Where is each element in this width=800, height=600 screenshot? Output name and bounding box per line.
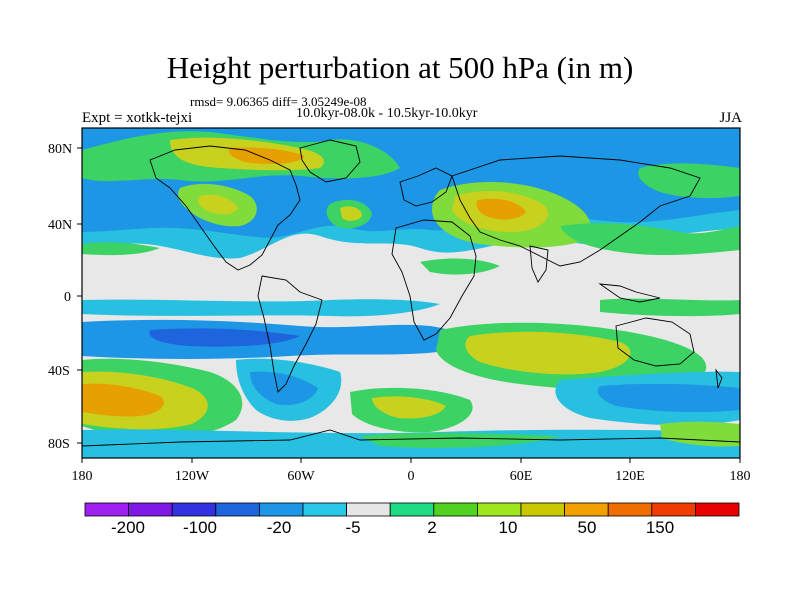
africa-outline <box>391 219 477 341</box>
contour-nepacific-green <box>638 163 740 199</box>
contour-field <box>82 128 740 458</box>
north-america-outline <box>149 145 301 271</box>
colorbar-swatch <box>346 502 391 517</box>
europe-outline <box>399 167 453 207</box>
colorbar-label: 150 <box>646 518 674 537</box>
colorbar-swatch <box>607 502 653 517</box>
colorbar-label: 2 <box>427 518 436 537</box>
contour-antarctic-green <box>360 432 560 448</box>
contour-npacific-yellow <box>198 194 238 215</box>
season-label: JJA <box>719 110 742 126</box>
colorbar <box>84 502 740 517</box>
contour-trop-green-africa <box>420 258 500 275</box>
colorbar-labels: -200 -100 -20 -5 2 10 50 150 <box>111 518 674 537</box>
contour-antarctic-east-green <box>660 421 740 447</box>
colorbar-label: 10 <box>499 518 518 537</box>
lon-label: 120W <box>175 469 210 484</box>
india-outline <box>529 245 549 283</box>
colorbar-swatch <box>433 502 478 517</box>
contour-trop-green-e <box>600 298 740 317</box>
contour-trop-green-w <box>82 242 160 256</box>
lon-label: 180 <box>72 469 93 484</box>
contour-eurasia-orange <box>476 198 526 220</box>
asia-outline <box>451 155 701 267</box>
lon-label: 180 <box>730 469 751 484</box>
colorbar-label: -100 <box>183 518 217 537</box>
indonesia-outline <box>598 283 661 303</box>
greenland-outline <box>299 139 361 183</box>
colorbar-swatch <box>128 502 173 517</box>
colorbar-swatch <box>302 502 347 517</box>
colorbar-swatch <box>389 502 435 517</box>
colorbar-label: -20 <box>267 518 292 537</box>
contour-sindian-yellow <box>465 331 631 375</box>
antarctica-outline <box>82 429 740 447</box>
lat-label: 80N <box>48 142 72 157</box>
colorbar-swatch <box>564 502 609 517</box>
colorbar-label: 50 <box>578 518 597 537</box>
south-america-outline <box>257 275 323 393</box>
axis-ticks <box>77 147 741 463</box>
contour-saustralia-blue <box>597 383 740 413</box>
latitude-labels: 80N 40N 0 40S 80S <box>48 142 72 452</box>
colorbar-swatch <box>476 502 522 517</box>
australia-outline <box>615 317 695 367</box>
colorbar-swatch <box>520 502 565 517</box>
colorbar-label: -200 <box>111 518 145 537</box>
new-zealand-outline <box>715 368 723 389</box>
lon-label: 60E <box>510 469 533 484</box>
map-title: Height perturbation at 500 hPa (in m) <box>166 50 634 85</box>
longitude-labels: 180 120W 60W 0 60E 120E 180 <box>72 469 751 484</box>
contour-spacific-orange <box>82 383 164 417</box>
lat-label: 40N <box>48 218 72 233</box>
contour-spacific-blue <box>250 371 318 406</box>
colorbar-swatch <box>695 502 740 517</box>
contour-satlantic-yellow <box>372 396 446 419</box>
colorbar-swatch <box>84 502 129 517</box>
colorbar-swatch <box>258 502 304 517</box>
contour-natlantic-yellow <box>340 206 362 221</box>
colorbar-swatch <box>215 502 260 517</box>
lon-label: 0 <box>408 469 415 484</box>
contour-asia-green <box>560 223 740 256</box>
lon-label: 60W <box>287 469 315 484</box>
lat-label: 0 <box>64 290 71 305</box>
period-label: 10.0kyr-08.0k - 10.5kyr-10.0kyr <box>296 106 478 121</box>
colorbar-label: -5 <box>345 518 360 537</box>
colorbar-swatch <box>171 502 217 517</box>
coastlines <box>82 139 740 447</box>
lat-label: 80S <box>48 437 70 452</box>
experiment-label: Expt = xotkk-tejxi <box>82 110 193 126</box>
statistics-text: rmsd= 9.06365 diff= 3.05249e-08 <box>190 94 367 109</box>
lon-label: 120E <box>615 469 645 484</box>
lat-label: 40S <box>48 364 70 379</box>
contour-south-darkblue <box>149 328 300 347</box>
colorbar-swatch <box>651 502 696 517</box>
